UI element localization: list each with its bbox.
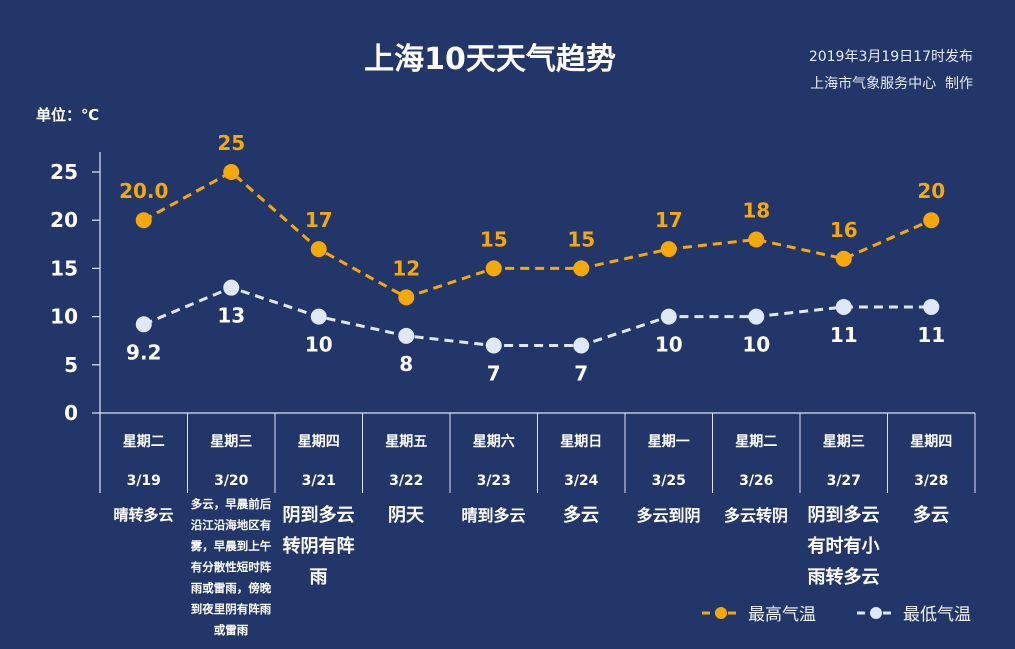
low-temp-label: 11 [917,323,945,347]
weekday-label: 星期日 [560,434,602,450]
high-temp-point [485,260,502,277]
legend-high: 最高气温 [700,600,816,625]
high-temp-point [573,260,590,277]
high-temp-label: 17 [305,208,333,232]
weekday-label: 星期二 [735,434,777,450]
low-temp-point [310,308,327,325]
low-temp-point [223,279,240,296]
low-temp-point [485,337,502,354]
date-label: 3/23 [477,473,511,489]
high-temp-point [660,241,677,258]
y-tick-label: 0 [64,401,78,425]
date-label: 3/26 [739,473,773,489]
date-label: 3/25 [652,473,686,489]
date-label: 3/22 [389,473,423,489]
unit-label: 单位：℃ [36,106,100,124]
low-temp-point [923,298,940,315]
low-temp-point [660,308,677,325]
legend-high-label: 最高气温 [748,605,816,625]
weather-description: 阴到多云有时有小雨转多云 [807,505,880,588]
chart-title: 上海10天天气趋势 [364,42,616,77]
legend-low-label: 最低气温 [903,605,971,625]
legend-low-marker [857,606,895,619]
weekday-label: 星期六 [473,433,515,450]
date-label: 3/24 [564,473,599,489]
high-temp-point [223,164,240,180]
y-tick-label: 5 [64,353,78,377]
weather-description: 阴到多云转阴有阵雨 [282,505,355,588]
low-temp-label: 9.2 [126,340,161,364]
weather-description: 多云转阴 [723,506,788,525]
y-tick-label: 25 [50,160,78,184]
low-temp-label: 10 [655,333,683,357]
high-temp-label: 20 [917,179,945,203]
low-temp-point [835,298,852,315]
legend-low: 最低气温 [855,600,971,625]
high-temp-point [923,212,940,229]
low-temp-point [398,327,415,344]
high-temp-point [748,231,765,248]
high-temp-line [143,170,932,299]
date-label: 3/21 [302,473,336,489]
weather-description: 多云到阴 [636,506,701,525]
low-temp-point [748,308,765,325]
weekday-label: 星期二 [123,434,165,450]
low-temp-label: 7 [487,362,501,386]
weekday-label: 星期五 [385,434,427,450]
producer: 上海市气象服务中心 制作 [810,76,973,92]
low-temp-label: 13 [217,304,245,328]
low-temp-point [135,316,152,333]
issue-info: 2019年3月19日17时发布 上海市气象服务中心 制作 [809,44,973,98]
low-temp-label: 11 [830,323,858,347]
high-temp-point [835,250,852,267]
high-temp-label: 20.0 [119,179,168,203]
high-temp-label: 17 [655,208,683,232]
weather-description: 多云 [563,505,599,526]
date-label: 3/27 [827,473,861,489]
date-label: 3/20 [214,473,249,489]
low-temp-point [573,337,590,354]
weekday-label: 星期四 [298,434,340,450]
high-temp-label: 15 [480,227,508,251]
date-label: 3/28 [914,473,948,489]
weekday-label: 星期三 [823,434,865,450]
weather-description: 晴转多云 [113,506,174,524]
weekday-label: 星期四 [910,434,952,450]
issued-time: 2019年3月19日17时发布 [808,49,973,65]
low-temp-label: 10 [305,333,333,357]
weather-description: 阴天 [388,505,424,526]
low-temp-label: 8 [399,352,413,376]
weather-description: 晴到多云 [461,506,526,525]
weather-description: 多云，早晨前后沿江沿海地区有雾，早晨到上午有分散性短时阵雨或雷雨，傍晚到夜里阴有… [190,497,272,637]
y-tick-label: 10 [50,305,78,329]
high-temp-point [135,212,152,229]
date-label: 3/19 [127,473,161,489]
high-temp-label: 16 [830,218,858,242]
weekday-label: 星期三 [210,434,252,450]
high-temp-label: 15 [567,227,595,251]
low-temp-label: 10 [742,333,770,357]
high-temp-label: 12 [392,256,420,280]
y-tick-label: 20 [50,208,78,232]
high-temp-point [398,289,415,306]
weekday-label: 星期一 [648,434,690,450]
weather-description: 多云 [913,505,949,526]
low-temp-line [143,286,932,348]
y-tick-label: 15 [50,256,78,280]
high-temp-label: 18 [742,198,770,222]
high-temp-label: 25 [217,131,245,155]
low-temp-label: 7 [574,362,588,386]
legend-high-marker [702,606,740,619]
high-temp-point [310,241,327,258]
